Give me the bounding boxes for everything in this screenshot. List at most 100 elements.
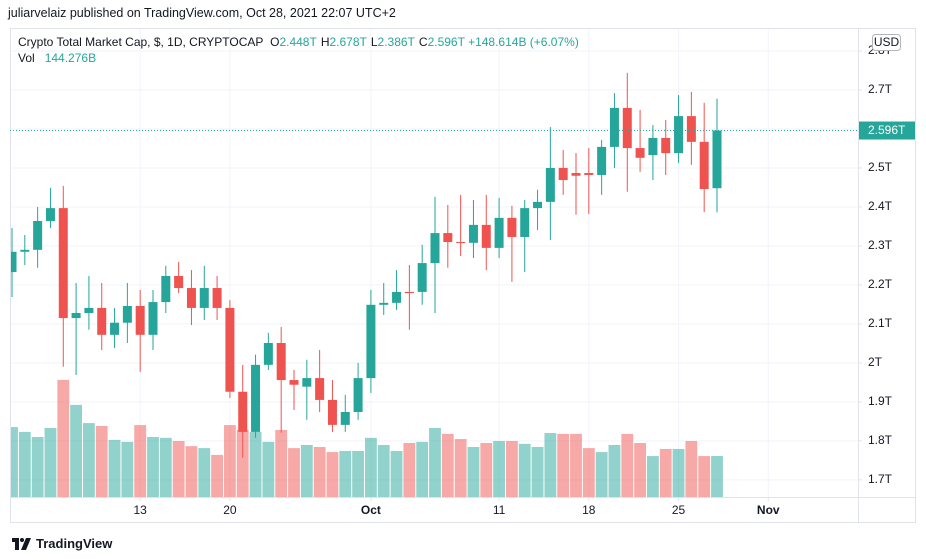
- volume-bar: [365, 437, 377, 497]
- candle-body: [520, 208, 530, 237]
- candle-body: [507, 217, 517, 237]
- y-tick-label: 2.4T: [868, 199, 893, 213]
- volume-bar: [159, 437, 172, 497]
- volume-bar: [134, 425, 147, 497]
- volume-bar: [313, 446, 326, 497]
- volume-bar: [224, 425, 236, 497]
- candle-body: [661, 137, 671, 154]
- volume-bar: [454, 439, 467, 497]
- x-tick-label: 11: [493, 503, 506, 517]
- last-price-box: [859, 121, 915, 140]
- volume-name: Vol: [18, 51, 35, 65]
- candle-body: [609, 107, 619, 147]
- candle-body: [417, 263, 427, 292]
- volume-bar: [44, 427, 57, 497]
- ohlc-key: L: [370, 35, 378, 49]
- y-tick-label: 1.9T: [868, 394, 893, 408]
- volume-bar: [685, 441, 698, 497]
- volume-bar: [236, 429, 249, 497]
- x-tick-label: Nov: [757, 503, 780, 517]
- candle-body: [674, 116, 684, 154]
- x-tick-label: 25: [672, 503, 686, 517]
- candle-body: [597, 146, 607, 175]
- brand-name: TradingView: [36, 536, 113, 551]
- volume-bar: [262, 441, 275, 497]
- candle-body: [315, 378, 325, 400]
- candle-body: [699, 141, 709, 190]
- volume-bar: [377, 444, 390, 497]
- volume-bar: [480, 442, 493, 497]
- candle-body: [635, 148, 645, 158]
- volume-bar: [18, 431, 31, 497]
- ohlc-value: 2.596T: [427, 35, 465, 49]
- symbol-title: Crypto Total Market Cap, $, 1D, CRYPTOCA…: [18, 35, 264, 49]
- volume-bar: [249, 431, 262, 497]
- candle-body: [392, 291, 402, 303]
- y-tick-label: 2T: [868, 355, 883, 369]
- ohlc-value: 2.678T: [329, 35, 367, 49]
- volume-bar: [518, 443, 531, 497]
- candle-body: [622, 107, 632, 149]
- publisher-note: juliarvelaiz published on TradingView.co…: [8, 6, 396, 20]
- y-tick-label: 1.8T: [868, 433, 893, 447]
- candle-body: [20, 249, 30, 252]
- volume-bar: [211, 454, 223, 497]
- candle-body: [135, 305, 145, 335]
- currency-label: USD: [874, 35, 900, 49]
- candle-body: [533, 201, 543, 209]
- change-label: +148.614B (+6.07%): [468, 35, 579, 49]
- volume-bar: [647, 456, 659, 497]
- volume-bar: [659, 448, 672, 497]
- volume-bar: [185, 446, 198, 497]
- volume-bar: [326, 452, 339, 497]
- volume-bar: [416, 441, 429, 497]
- candle-body: [340, 412, 350, 425]
- volume-value: 144.276B: [44, 51, 97, 65]
- candle-body: [174, 275, 184, 289]
- volume-bar: [57, 379, 70, 497]
- volume-bar: [147, 437, 159, 497]
- volume-bar: [595, 452, 608, 497]
- volume-bar: [711, 455, 723, 497]
- volume-bar: [83, 423, 95, 497]
- currency-box: [872, 34, 901, 51]
- volume-bar: [621, 433, 634, 497]
- volume-bar: [634, 442, 646, 497]
- candle-body: [276, 343, 286, 381]
- footer-brand: TradingView: [12, 536, 112, 551]
- ohlc-value: 2.448T: [279, 35, 317, 49]
- volume-bar: [121, 441, 134, 497]
- candle-body: [327, 399, 337, 425]
- volume-bar: [698, 456, 711, 497]
- volume-bar: [441, 433, 454, 497]
- ohlc-key: O: [270, 35, 280, 49]
- candle-body: [161, 275, 171, 303]
- last-price-label: 2.596T: [868, 123, 906, 137]
- candle-body: [443, 233, 453, 243]
- candle-body: [97, 307, 107, 335]
- candle-body: [10, 251, 17, 273]
- volume-bar: [429, 427, 441, 497]
- candle-body: [302, 378, 312, 387]
- candle-body: [84, 307, 94, 313]
- volume-legend: Vol 144.276B: [18, 51, 96, 65]
- chart-frame: [10, 28, 916, 523]
- candle-body: [148, 302, 158, 335]
- candle-body: [251, 364, 261, 432]
- candle-body: [186, 288, 196, 308]
- y-tick-label: 2.2T: [868, 277, 893, 291]
- candle-body: [212, 288, 222, 308]
- candle-body: [353, 378, 363, 413]
- candle-body: [584, 173, 594, 175]
- candle-body: [545, 167, 555, 202]
- candle-body: [122, 305, 132, 323]
- candle-body: [199, 288, 209, 308]
- volume-bar: [403, 442, 416, 497]
- x-tick-label: 13: [134, 503, 148, 517]
- y-tick-label: 1.7T: [868, 472, 893, 486]
- ohlc-key: C: [418, 35, 428, 49]
- candle-body: [571, 173, 581, 176]
- x-tick-label: 20: [223, 503, 237, 517]
